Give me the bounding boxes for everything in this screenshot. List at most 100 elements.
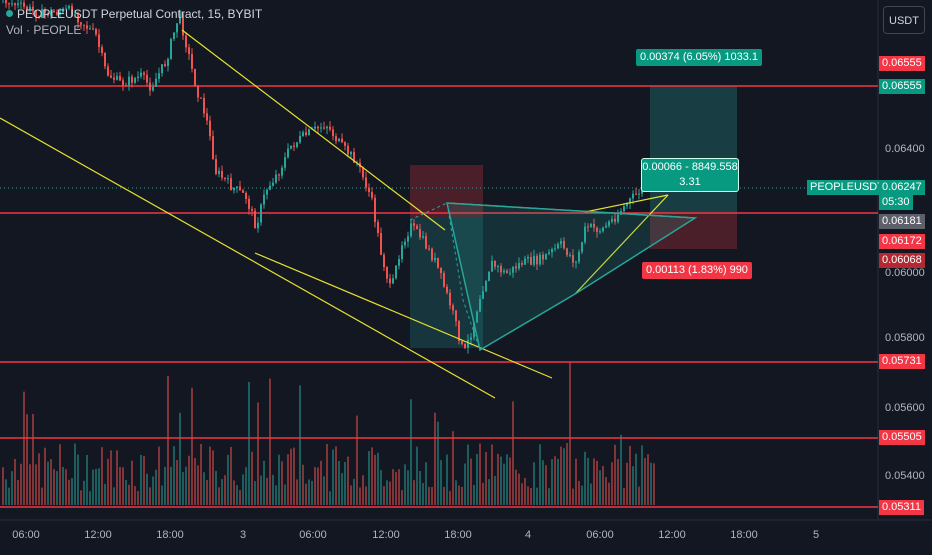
volume-bar — [608, 482, 610, 505]
candle-body — [167, 58, 169, 67]
volume-bar — [314, 467, 316, 505]
volume-bar — [239, 490, 241, 505]
candle-body — [107, 66, 109, 76]
candle-body — [140, 72, 142, 77]
candle-body — [410, 223, 412, 237]
candle-body — [437, 257, 439, 268]
volume-bar — [269, 378, 271, 505]
volume-bar — [368, 451, 370, 505]
volume-bar — [644, 457, 646, 505]
candle-body — [278, 174, 280, 176]
candle-body — [161, 64, 163, 74]
volume-bar — [95, 468, 97, 505]
volume-bar — [419, 470, 421, 505]
status-dot-icon — [6, 10, 13, 17]
candle-body — [134, 78, 136, 83]
volume-bar — [581, 485, 583, 505]
volume-bar — [257, 402, 259, 505]
candle-body — [353, 151, 355, 163]
candle-body — [428, 248, 430, 250]
volume-bar — [536, 487, 538, 505]
short-target-zone — [410, 217, 483, 348]
candle-body — [8, 3, 10, 5]
candle-body — [488, 271, 490, 282]
volume-bar — [503, 463, 505, 505]
candle-body — [473, 322, 475, 338]
candle-body — [224, 177, 226, 179]
candle-body — [581, 242, 583, 252]
candle-body — [479, 299, 481, 312]
volume-bar — [191, 387, 193, 505]
candle-body — [557, 244, 559, 249]
volume-bar — [176, 460, 178, 505]
candle-body — [302, 132, 304, 137]
volume-bar — [527, 486, 529, 505]
candle-body — [242, 190, 244, 193]
candle-body — [344, 142, 346, 146]
volume-bar — [152, 476, 154, 505]
descending-trendline-lower — [0, 117, 496, 399]
candle-body — [386, 267, 388, 279]
volume-bar — [554, 456, 556, 505]
volume-bar — [356, 415, 358, 505]
chart-header: PEOPLEUSDT Perpetual Contract, 15, BYBIT… — [6, 6, 262, 38]
y-tick-label: 0.05600 — [885, 402, 925, 414]
candle-body — [188, 47, 190, 55]
candle-body — [44, 9, 46, 14]
candle-body — [401, 245, 403, 260]
candle-body — [509, 272, 511, 274]
candle-body — [566, 248, 568, 256]
volume-bar — [590, 483, 592, 505]
volume-bar — [71, 478, 73, 505]
currency-button[interactable]: USDT — [883, 6, 925, 34]
candle-body — [455, 310, 457, 322]
candle-body — [317, 126, 319, 129]
candle-body — [65, 8, 67, 10]
volume-bar — [584, 451, 586, 505]
volume-bar — [263, 460, 265, 505]
candle-body — [299, 136, 301, 143]
volume-bar — [380, 470, 382, 505]
volume-bar — [383, 486, 385, 505]
volume-bar — [320, 460, 322, 505]
candle-body — [83, 24, 85, 26]
position-info-box[interactable]: 0.00066 - 8849.558 3.31 — [641, 158, 739, 192]
volume-bar — [422, 483, 424, 505]
candle-body — [125, 85, 127, 87]
volume-bar — [14, 458, 16, 505]
volume-bar — [131, 460, 133, 505]
volume-bar — [335, 446, 337, 505]
volume-bar — [125, 480, 127, 505]
volume-bar — [158, 446, 160, 505]
volume-bar — [425, 462, 427, 505]
candle-body — [185, 35, 187, 48]
candle-body — [92, 28, 94, 30]
volume-bar — [194, 457, 196, 505]
volume-bar — [476, 453, 478, 505]
candle-body — [635, 193, 637, 195]
candle-body — [362, 167, 364, 178]
volume-bar — [50, 459, 52, 505]
volume-bar — [206, 479, 208, 505]
volume-bar — [410, 399, 412, 505]
x-tick-label: 06:00 — [12, 529, 40, 541]
candle-body — [599, 231, 601, 233]
volume-bar — [515, 469, 517, 505]
candle-body — [221, 170, 223, 178]
volume-bar — [359, 487, 361, 505]
candle-body — [542, 254, 544, 260]
volume-bar — [578, 480, 580, 505]
volume-bar — [272, 474, 274, 505]
volume-bar — [458, 485, 460, 505]
volume-bar — [377, 452, 379, 505]
x-tick-label: 12:00 — [658, 529, 686, 541]
candle-body — [29, 6, 31, 11]
candle-body — [380, 233, 382, 255]
volume-bar — [302, 464, 304, 505]
candle-body — [539, 254, 541, 265]
candle-body — [38, 16, 40, 19]
candle-body — [230, 178, 232, 191]
volume-bar — [344, 462, 346, 505]
